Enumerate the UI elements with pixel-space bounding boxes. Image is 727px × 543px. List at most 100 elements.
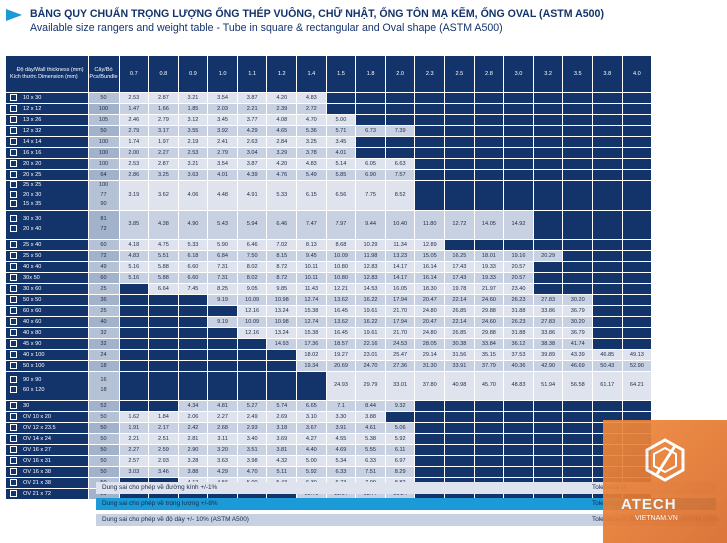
weight-cell: 7.02 bbox=[266, 239, 298, 251]
row-dimension: 40 x 100 bbox=[6, 349, 89, 361]
weight-cell: 2.87 bbox=[148, 92, 179, 104]
empty-cell bbox=[622, 400, 653, 412]
weight-cell: 1.74 bbox=[119, 136, 150, 148]
empty-cell bbox=[503, 114, 534, 126]
thickness-header: 0.8 bbox=[148, 56, 179, 93]
empty-cell bbox=[385, 92, 416, 104]
weight-cell: 3.67 bbox=[296, 422, 327, 434]
table-row: OV 10 x 20 50 1.62 1.84 2.06 2.27 2.49 2.69 3.10… bbox=[6, 411, 653, 423]
weight-cell: 3.46 bbox=[148, 466, 179, 478]
empty-cell bbox=[119, 327, 150, 339]
empty-cell bbox=[562, 147, 593, 159]
weight-cell: 49.13 bbox=[622, 349, 653, 361]
weight-cell: 19.33 bbox=[474, 272, 505, 284]
pcs-header: Cây/Bó Pcs/Bundle bbox=[88, 56, 120, 93]
empty-cell bbox=[533, 261, 564, 273]
square-bullet-icon bbox=[10, 262, 17, 270]
weight-cell: 2.00 bbox=[119, 147, 150, 159]
empty-cell bbox=[533, 444, 564, 456]
empty-cell bbox=[474, 466, 505, 478]
empty-cell bbox=[326, 103, 357, 115]
brand-site: VIETNAM.VN bbox=[635, 515, 678, 522]
table-row: 40 x 80 32 12.16 13.24 15.38 16.45 19.61 21.70 2… bbox=[6, 327, 653, 339]
weight-cell: 21.97 bbox=[474, 283, 505, 295]
weight-cell: 2.27 bbox=[148, 147, 179, 159]
weight-cell: 3.10 bbox=[296, 411, 327, 423]
weight-cell: 41.74 bbox=[562, 338, 593, 350]
weight-cell: 1.84 bbox=[148, 411, 179, 423]
empty-cell bbox=[414, 400, 446, 412]
weight-cell: 2.49 bbox=[237, 411, 268, 423]
empty-cell bbox=[207, 327, 238, 339]
empty-cell bbox=[503, 411, 534, 423]
row-dimension: 30 x 60 bbox=[6, 283, 89, 295]
empty-cell bbox=[414, 433, 446, 445]
weight-cell: 4.83 bbox=[119, 250, 150, 262]
weight-cell: 2.17 bbox=[148, 422, 179, 434]
weight-cell: 50.43 bbox=[592, 360, 623, 372]
weight-cell: 4.81 bbox=[207, 400, 238, 412]
empty-cell bbox=[207, 349, 238, 361]
weight-cell: 11.34 bbox=[385, 239, 416, 251]
weight-cell: 6.97 bbox=[385, 455, 416, 467]
weight-cell: 3.98 bbox=[237, 455, 268, 467]
row-pcs: 18 bbox=[88, 360, 120, 372]
weight-cell: 2.06 bbox=[178, 411, 209, 423]
weight-cell: 24.80 bbox=[414, 305, 446, 317]
weight-cell: 9.44 bbox=[355, 210, 386, 240]
square-bullet-icon bbox=[10, 171, 17, 179]
weight-cell: 29.88 bbox=[474, 327, 505, 339]
row-pcs: 36 bbox=[88, 294, 120, 306]
weight-cell: 2.79 bbox=[148, 114, 179, 126]
weight-cell: 3.62 bbox=[148, 180, 179, 211]
weight-cell: 7.51 bbox=[355, 466, 386, 478]
weight-cell: 61.17 bbox=[592, 371, 623, 401]
empty-cell bbox=[474, 125, 505, 137]
row-pcs: 50 bbox=[88, 422, 120, 434]
empty-cell bbox=[562, 114, 593, 126]
empty-cell bbox=[414, 411, 446, 423]
thickness-header: 0.7 bbox=[119, 56, 150, 93]
empty-cell bbox=[207, 338, 238, 350]
empty-cell bbox=[562, 261, 593, 273]
empty-cell bbox=[562, 92, 593, 104]
weight-cell: 4.29 bbox=[207, 466, 238, 478]
empty-cell bbox=[444, 455, 475, 467]
weight-cell: 2.68 bbox=[207, 422, 238, 434]
empty-cell bbox=[592, 316, 623, 328]
weight-cell: 24.60 bbox=[474, 294, 505, 306]
empty-cell bbox=[414, 169, 446, 181]
row-dimension: 25 x 40 bbox=[6, 239, 89, 251]
weight-cell: 3.12 bbox=[178, 114, 209, 126]
table-row: 30x 50 60 5.16 5.88 6.60 7.31 8.02 8.72 10.11 10.… bbox=[6, 272, 653, 284]
weight-cell: 23.01 bbox=[355, 349, 386, 361]
empty-cell bbox=[622, 92, 653, 104]
empty-cell bbox=[237, 371, 268, 401]
empty-cell bbox=[533, 180, 564, 211]
empty-cell bbox=[592, 125, 623, 137]
empty-cell bbox=[533, 272, 564, 284]
weight-cell: 17.94 bbox=[385, 294, 416, 306]
weight-cell: 30.38 bbox=[444, 338, 475, 350]
weight-cell: 5.16 bbox=[119, 261, 150, 273]
weight-cell: 33.86 bbox=[533, 327, 564, 339]
weight-cell: 28.05 bbox=[414, 338, 446, 350]
weight-cell: 3.21 bbox=[178, 158, 209, 170]
weight-cell: 2.53 bbox=[119, 158, 150, 170]
row-pcs: 16 18 bbox=[88, 371, 120, 401]
row-pcs: 81 72 bbox=[88, 210, 120, 240]
empty-cell bbox=[119, 360, 150, 372]
table-row: 40 x 60 40 9.19 10.09 10.98 12.74 13.62 16.22 17… bbox=[6, 316, 653, 328]
weight-cell: 12.16 bbox=[237, 305, 268, 317]
empty-cell bbox=[178, 294, 209, 306]
weight-cell: 33.01 bbox=[385, 371, 416, 401]
table-row: 30 52 4.34 4.81 5.27 5.74 6.65 7.1 8.44 9.32 bbox=[6, 400, 653, 412]
weight-cell: 39.89 bbox=[533, 349, 564, 361]
empty-cell bbox=[533, 210, 564, 240]
table-row: OV 14 x 24 50 2.21 2.51 2.81 3.11 3.40 3.69 4.27… bbox=[6, 433, 653, 445]
empty-cell bbox=[207, 371, 238, 401]
empty-cell bbox=[503, 400, 534, 412]
square-bullet-icon bbox=[10, 317, 17, 325]
empty-cell bbox=[207, 305, 238, 317]
weight-cell: 29.88 bbox=[474, 305, 505, 317]
